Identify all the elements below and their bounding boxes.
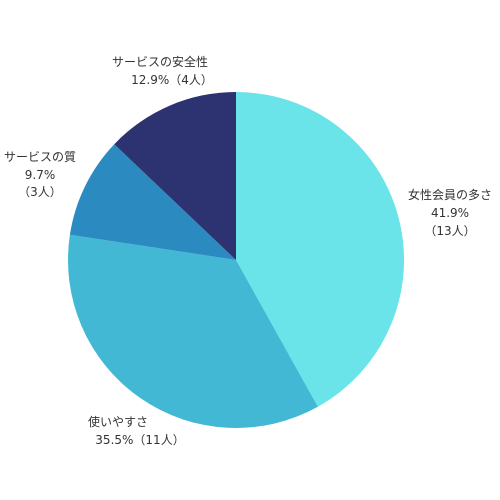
category-label: サービスの質 [4, 149, 76, 164]
data-label: 女性会員の多さ [408, 187, 492, 202]
data-label: サービスの安全性 [112, 54, 208, 69]
value-label: 9.7% [25, 168, 56, 182]
value-label: 35.5% [95, 433, 133, 447]
data-label: 12.9%（4人） [131, 73, 213, 87]
value-label: （13人） [424, 224, 475, 238]
data-label: 41.9% [431, 206, 469, 220]
data-label: （3人） [18, 185, 62, 199]
data-label: 9.7% [25, 168, 56, 182]
category-label: 使いやすさ [88, 414, 148, 429]
data-label: 35.5%（11人） [95, 433, 184, 447]
data-label: 使いやすさ [88, 414, 148, 429]
value-label: （11人） [133, 433, 184, 447]
category-label: 女性会員の多さ [408, 187, 492, 202]
category-label: サービスの安全性 [112, 54, 208, 69]
pie-slice [114, 92, 236, 260]
value-label: （3人） [18, 185, 62, 199]
value-label: 12.9% [131, 73, 169, 87]
value-label: （4人） [169, 73, 213, 87]
data-label: サービスの質 [4, 149, 76, 164]
pie-slice [68, 234, 318, 428]
value-label: 41.9% [431, 206, 469, 220]
data-label: （13人） [424, 224, 475, 238]
pie-slice [69, 144, 236, 260]
pie-slice [236, 92, 404, 407]
